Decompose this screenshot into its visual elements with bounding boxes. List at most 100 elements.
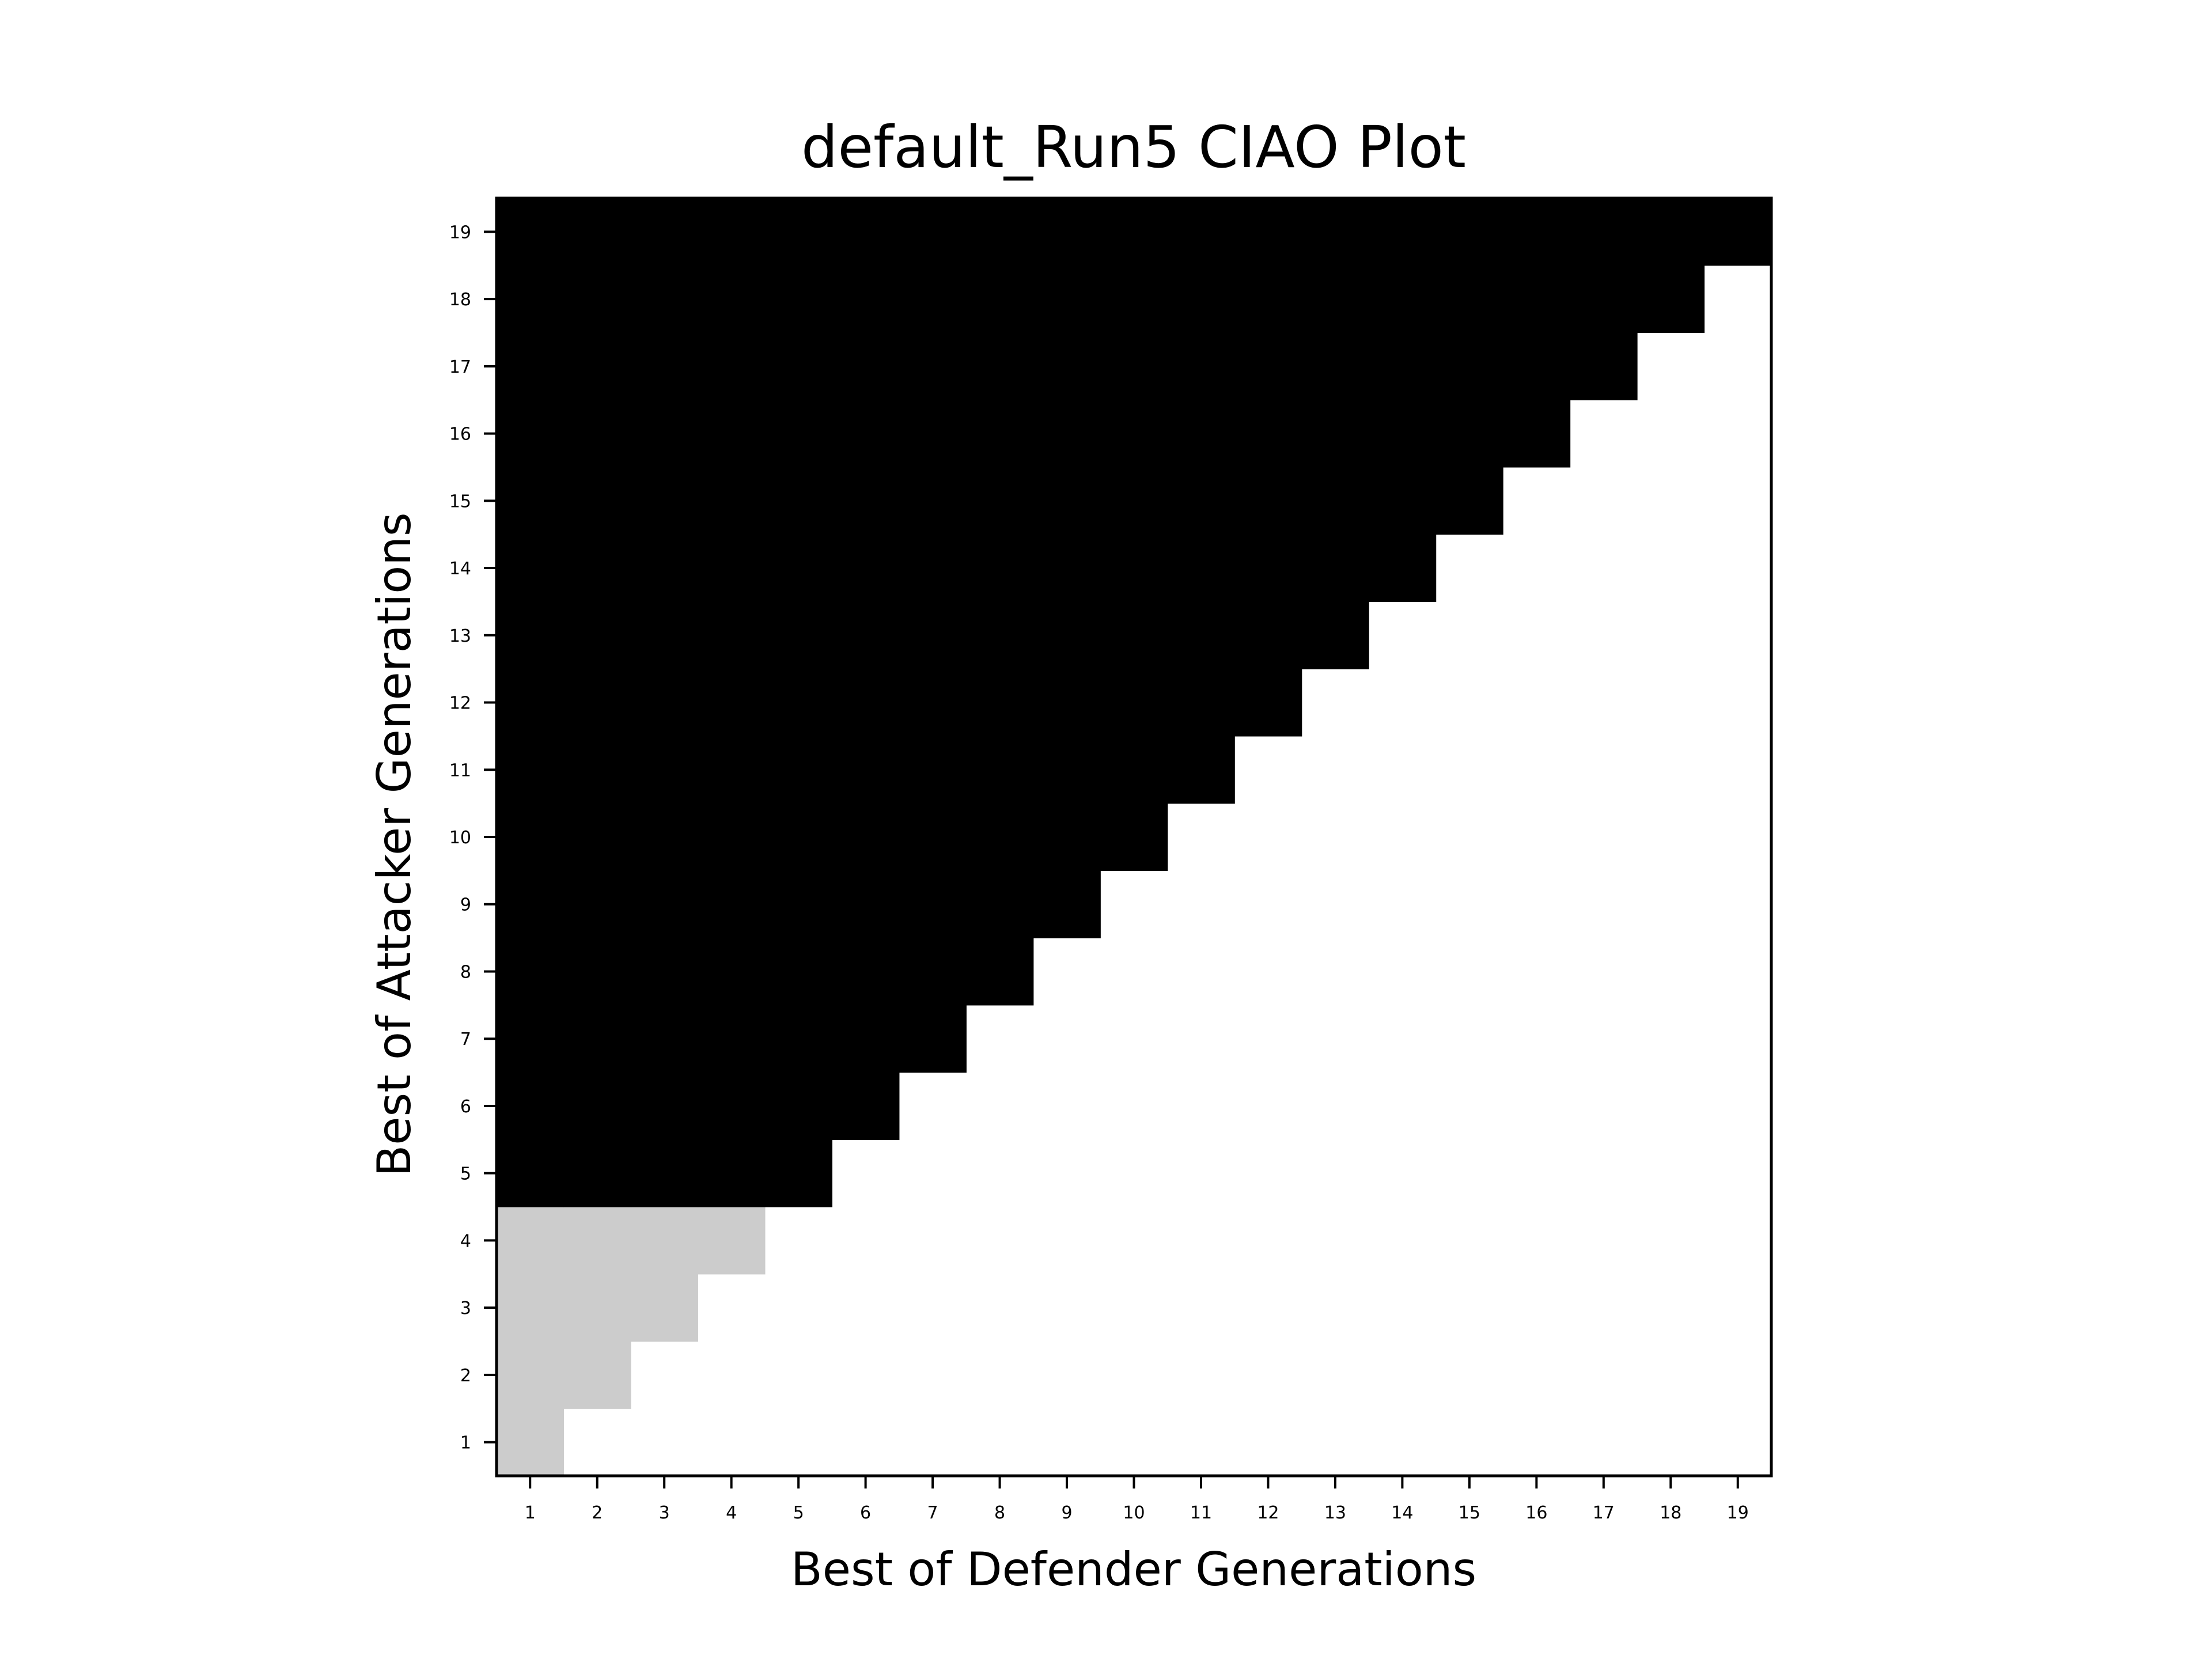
heatmap-cell bbox=[1234, 601, 1302, 669]
heatmap-cell bbox=[630, 1274, 699, 1342]
x-axis-label: Best of Defender Generations bbox=[791, 1543, 1476, 1596]
heatmap-cell bbox=[630, 870, 699, 938]
heatmap-cell bbox=[630, 265, 699, 334]
heatmap-cell bbox=[1503, 265, 1571, 334]
heatmap-cell bbox=[698, 332, 766, 400]
heatmap-cell bbox=[698, 1072, 766, 1140]
heatmap-cell bbox=[1369, 332, 1437, 400]
heatmap-cell bbox=[698, 534, 766, 603]
heatmap-cell bbox=[832, 467, 900, 535]
heatmap-cell bbox=[1100, 332, 1168, 400]
heatmap-cell bbox=[1167, 601, 1235, 669]
heatmap-cell bbox=[1033, 803, 1101, 871]
heatmap-cell bbox=[1301, 198, 1369, 266]
heatmap-cell bbox=[832, 332, 900, 400]
heatmap-cell bbox=[1570, 198, 1638, 266]
heatmap-cell bbox=[899, 265, 967, 334]
heatmap-cell bbox=[1435, 400, 1503, 468]
y-tick-label: 6 bbox=[460, 1097, 471, 1117]
x-axis-ticks: 1 2 3 4 5 6 7 8 9 10 11 12 13 14 15 16 17 18 19 bbox=[525, 1476, 1749, 1523]
heatmap-cell bbox=[1301, 467, 1369, 535]
heatmap-cell bbox=[1100, 400, 1168, 468]
heatmap-cell bbox=[1234, 534, 1302, 603]
heatmap-cell bbox=[1637, 265, 1705, 334]
heatmap-cell bbox=[966, 332, 1034, 400]
heatmap-cell bbox=[563, 332, 631, 400]
x-tick-label: 11 bbox=[1190, 1503, 1212, 1523]
heatmap-cell bbox=[563, 736, 631, 804]
y-tick-label: 11 bbox=[449, 760, 471, 781]
heatmap-cell bbox=[563, 803, 631, 871]
y-tick-label: 14 bbox=[449, 559, 471, 579]
y-tick-label: 3 bbox=[460, 1298, 471, 1319]
heatmap-cell bbox=[497, 1408, 565, 1476]
heatmap-cell bbox=[1100, 803, 1168, 871]
y-tick-label: 12 bbox=[449, 694, 471, 714]
heatmap-cell bbox=[764, 938, 832, 1006]
y-tick-label: 17 bbox=[449, 357, 471, 377]
heatmap-cell bbox=[764, 803, 832, 871]
heatmap-cell bbox=[966, 938, 1034, 1006]
heatmap-cell bbox=[698, 1005, 766, 1073]
heatmap-cell bbox=[630, 332, 699, 400]
heatmap-cell bbox=[966, 534, 1034, 603]
heatmap-cell bbox=[698, 938, 766, 1006]
heatmap-cell bbox=[1100, 467, 1168, 535]
heatmap-cell bbox=[1301, 265, 1369, 334]
heatmap-cell bbox=[832, 601, 900, 669]
heatmap-cell bbox=[966, 467, 1034, 535]
heatmap-cell bbox=[497, 467, 565, 535]
y-tick-label: 2 bbox=[460, 1366, 471, 1386]
heatmap-cell bbox=[1033, 400, 1101, 468]
heatmap-cell bbox=[1100, 669, 1168, 737]
heatmap-cell bbox=[563, 1072, 631, 1140]
heatmap-cell bbox=[966, 803, 1034, 871]
heatmap-cell bbox=[563, 1341, 631, 1409]
x-tick-label: 7 bbox=[927, 1503, 938, 1523]
heatmap-cell bbox=[497, 400, 565, 468]
x-tick-label: 8 bbox=[994, 1503, 1005, 1523]
heatmap-cell bbox=[497, 601, 565, 669]
y-tick-label: 5 bbox=[460, 1164, 471, 1184]
heatmap-cell bbox=[630, 601, 699, 669]
y-tick-label: 7 bbox=[460, 1029, 471, 1050]
heatmap-cell bbox=[698, 467, 766, 535]
heatmap-cell bbox=[630, 1072, 699, 1140]
heatmap-cell bbox=[1301, 400, 1369, 468]
heatmap-cell bbox=[630, 1005, 699, 1073]
heatmap-cell bbox=[563, 601, 631, 669]
heatmap-cell bbox=[1167, 669, 1235, 737]
heatmap-cell bbox=[1033, 265, 1101, 334]
x-tick-label: 18 bbox=[1660, 1503, 1681, 1523]
heatmap-cell bbox=[497, 870, 565, 938]
heatmap-cell bbox=[832, 1072, 900, 1140]
heatmap-cell bbox=[630, 938, 699, 1006]
heatmap-cell bbox=[1369, 265, 1437, 334]
x-tick-label: 16 bbox=[1525, 1503, 1547, 1523]
heatmap-cell bbox=[1704, 198, 1772, 266]
heatmap-cell bbox=[563, 1207, 631, 1275]
heatmap-cell bbox=[563, 1005, 631, 1073]
heatmap-cell bbox=[563, 467, 631, 535]
heatmap-cell bbox=[899, 1005, 967, 1073]
x-tick-label: 2 bbox=[592, 1503, 603, 1523]
x-tick-label: 17 bbox=[1593, 1503, 1615, 1523]
heatmap-cell bbox=[698, 669, 766, 737]
heatmap-cell bbox=[832, 198, 900, 266]
heatmap-cell bbox=[1301, 332, 1369, 400]
heatmap-cell bbox=[1167, 400, 1235, 468]
heatmap-cell bbox=[966, 601, 1034, 669]
y-tick-label: 15 bbox=[449, 491, 471, 512]
heatmap-cell bbox=[1435, 198, 1503, 266]
heatmap-cell bbox=[698, 803, 766, 871]
heatmap-cell bbox=[563, 938, 631, 1006]
heatmap-cell bbox=[1100, 265, 1168, 334]
y-tick-label: 9 bbox=[460, 895, 471, 915]
heatmap-cell bbox=[832, 265, 900, 334]
heatmap-cell bbox=[832, 736, 900, 804]
heatmap-cell bbox=[1033, 669, 1101, 737]
heatmap-cell bbox=[899, 938, 967, 1006]
heatmap-cell bbox=[497, 669, 565, 737]
heatmap-cell bbox=[497, 1207, 565, 1275]
heatmap-cell bbox=[563, 534, 631, 603]
